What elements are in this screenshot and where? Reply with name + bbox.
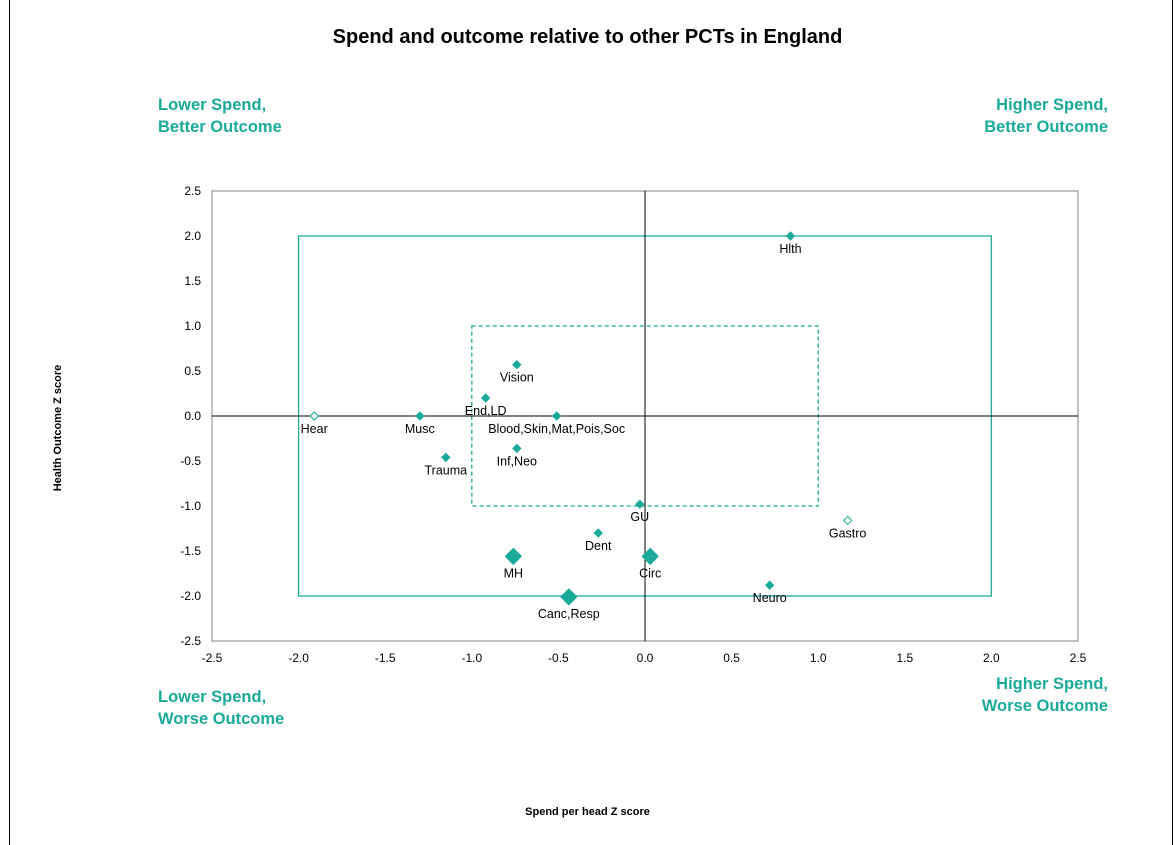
- quadrant-label-line: Higher Spend,: [996, 96, 1108, 114]
- data-point-marker: [480, 393, 491, 403]
- data-point-label: Inf,Neo: [497, 454, 537, 468]
- data-point-marker: [551, 411, 562, 421]
- data-point-label: Circ: [639, 566, 661, 580]
- quadrant-label-top-right: Higher Spend, Better Outcome: [984, 94, 1108, 138]
- x-tick-label: 0.5: [723, 651, 740, 665]
- x-tick-label: 0.0: [637, 651, 654, 665]
- quadrant-label-line: Lower Spend,: [158, 688, 267, 706]
- data-point-label: MH: [504, 566, 523, 580]
- y-tick-label: 0.0: [184, 409, 201, 423]
- quadrant-label-top-left: Lower Spend, Better Outcome: [158, 94, 282, 138]
- data-point-marker: [560, 588, 578, 606]
- y-tick-label: -1.5: [180, 544, 201, 558]
- data-point-label: Neuro: [753, 591, 787, 605]
- data-point-marker: [635, 499, 645, 509]
- y-tick-label: -2.0: [180, 589, 201, 603]
- data-point-label: Hlth: [779, 242, 801, 256]
- x-tick-label: -2.5: [202, 651, 223, 665]
- quadrant-label-line: Better Outcome: [158, 118, 282, 136]
- data-point-label: Vision: [500, 371, 534, 385]
- y-tick-label: 1.5: [184, 274, 201, 288]
- quadrant-label-line: Better Outcome: [984, 118, 1108, 136]
- data-point-label: Musc: [405, 422, 435, 436]
- data-point-marker: [764, 580, 775, 590]
- data-point-marker: [441, 452, 451, 463]
- data-point-marker: [842, 515, 853, 526]
- quadrant-label-line: Higher Spend,: [996, 675, 1108, 693]
- data-point-marker: [512, 443, 522, 454]
- data-point-label: Blood,Skin,Mat,Pois,Soc: [488, 422, 625, 436]
- quadrant-label-line: Lower Spend,: [158, 96, 267, 114]
- chart-title: Spend and outcome relative to other PCTs…: [332, 26, 843, 48]
- x-tick-label: 2.0: [983, 651, 1000, 665]
- y-tick-label: 1.0: [184, 319, 201, 333]
- data-point-label: Trauma: [425, 463, 468, 477]
- data-point-marker: [785, 231, 796, 241]
- data-point-label: Dent: [585, 539, 612, 553]
- y-tick-label: 2.5: [184, 184, 201, 198]
- y-tick-label: 0.5: [184, 364, 201, 378]
- data-point-marker: [641, 547, 659, 566]
- data-point-label: End,LD: [465, 404, 507, 418]
- x-tick-label: -2.0: [288, 651, 309, 665]
- x-tick-label: 2.5: [1070, 651, 1087, 665]
- data-point-label: Gastro: [829, 526, 867, 540]
- x-tick-label: -1.0: [461, 651, 482, 665]
- x-axis-label: Spend per head Z score: [525, 806, 650, 818]
- quadrant-label-line: Worse Outcome: [981, 697, 1108, 715]
- x-tick-label: 1.5: [896, 651, 913, 665]
- data-point-marker: [309, 411, 319, 421]
- y-tick-label: 2.0: [184, 229, 201, 243]
- x-tick-label: -1.5: [375, 651, 396, 665]
- y-tick-label: -2.5: [180, 634, 201, 648]
- chart-frame: [9, 0, 1173, 845]
- y-tick-label: -0.5: [180, 454, 201, 468]
- data-point-marker: [415, 411, 425, 421]
- data-point-marker: [512, 359, 522, 370]
- x-tick-label: 1.0: [810, 651, 827, 665]
- quadrant-label-bottom-right: Higher Spend, Worse Outcome: [982, 673, 1108, 717]
- data-point-label: Canc,Resp: [538, 607, 600, 621]
- y-tick-label: -1.0: [180, 499, 201, 513]
- data-point-label: GU: [630, 510, 649, 524]
- data-point-marker: [504, 547, 523, 566]
- quadrant-label-line: Worse Outcome: [158, 710, 285, 728]
- data-point-label: Hear: [301, 422, 328, 436]
- data-point-marker: [593, 528, 603, 538]
- x-tick-label: -0.5: [548, 651, 569, 665]
- quadrant-label-bottom-left: Lower Spend, Worse Outcome: [158, 686, 284, 730]
